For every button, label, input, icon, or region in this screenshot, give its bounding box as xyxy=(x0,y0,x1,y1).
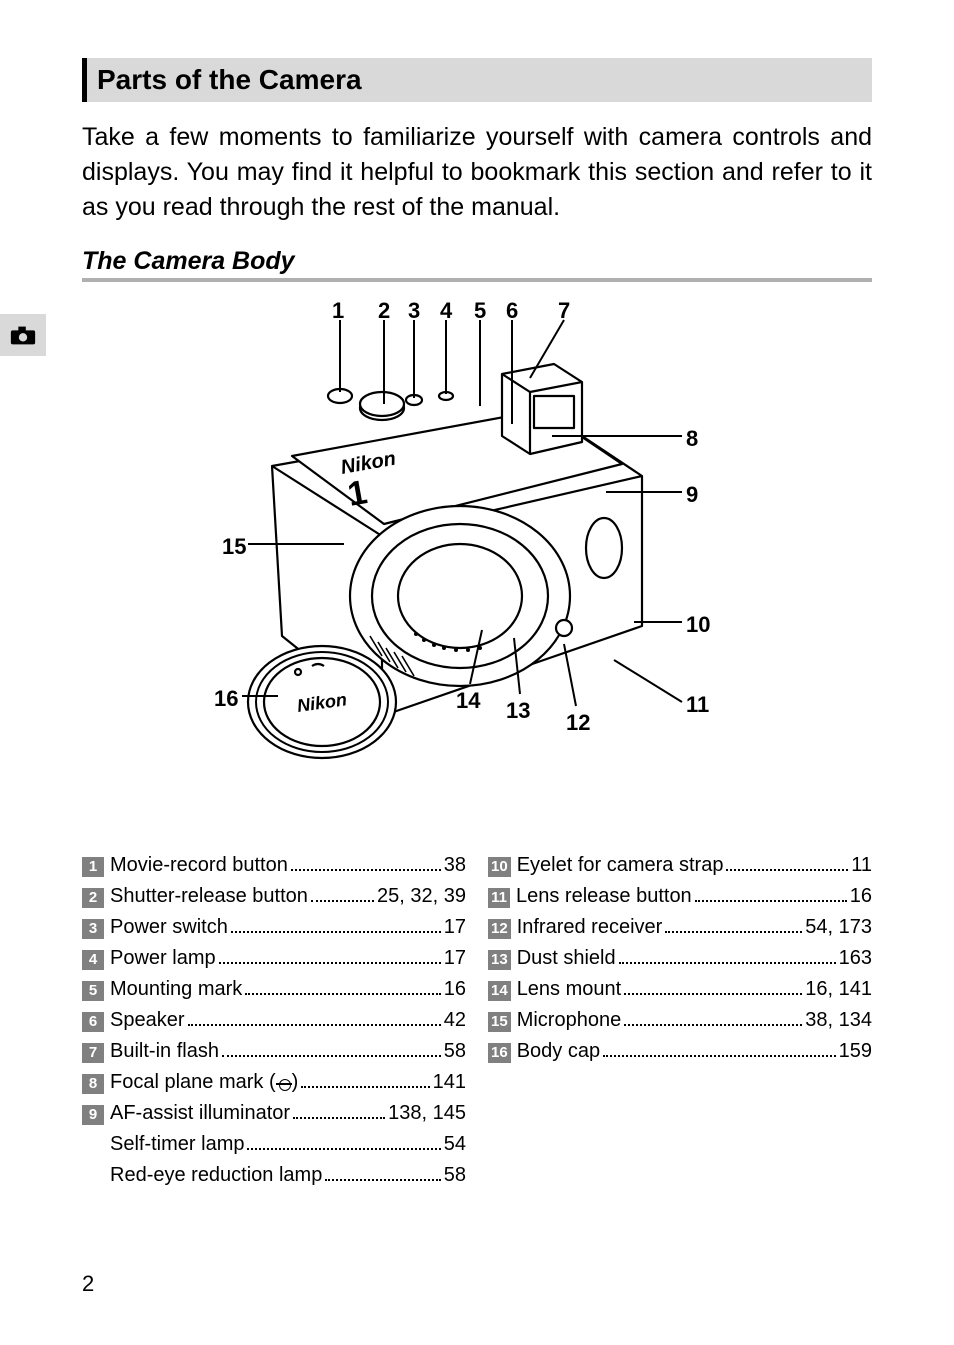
part-number-badge: 5 xyxy=(82,981,104,1001)
part-row: 5 Mounting mark 16 xyxy=(82,974,466,1005)
diagram-callout-12: 12 xyxy=(566,710,590,736)
part-row: 11 Lens release button 16 xyxy=(488,881,872,912)
part-number-badge: 13 xyxy=(488,950,511,970)
camera-diagram: Nikon 1 Nikon xyxy=(82,296,872,836)
diagram-callout-7: 7 xyxy=(558,298,570,324)
diagram-callout-9: 9 xyxy=(686,482,698,508)
diagram-callout-11: 11 xyxy=(686,692,709,718)
part-row: 3 Power switch 17 xyxy=(82,912,466,943)
part-page-ref: 42 xyxy=(444,1005,466,1036)
part-label: Infrared receiver xyxy=(517,912,663,943)
section-header: Parts of the Camera xyxy=(82,58,872,102)
part-page-ref: 159 xyxy=(839,1036,872,1067)
part-label: Focal plane mark ( xyxy=(110,1067,276,1098)
part-row: 8Focal plane mark ()141 xyxy=(82,1067,466,1098)
part-number-badge: 7 xyxy=(82,1043,104,1063)
part-page-ref: 16 xyxy=(850,881,872,912)
part-page-ref: 25, 32, 39 xyxy=(377,881,466,912)
part-row: 12 Infrared receiver 54, 173 xyxy=(488,912,872,943)
part-label: Microphone xyxy=(517,1005,622,1036)
diagram-callout-8: 8 xyxy=(686,426,698,452)
part-page-ref: 141 xyxy=(433,1067,466,1098)
parts-col-left: 1Movie-record button382Shutter-release b… xyxy=(82,850,466,1191)
part-row: 2 Shutter-release button 25, 32, 39 xyxy=(82,881,466,912)
part-row: 1 Movie-record button 38 xyxy=(82,850,466,881)
part-page-ref: 38, 134 xyxy=(805,1005,872,1036)
part-number-badge: 1 xyxy=(82,857,104,877)
diagram-callout-6: 6 xyxy=(506,298,518,324)
part-row: 13 Dust shield 163 xyxy=(488,943,872,974)
part-label: Power switch xyxy=(110,912,228,943)
part-page-ref: 11 xyxy=(851,850,872,881)
diagram-callout-15: 15 xyxy=(222,534,246,560)
part-row: 9 AF-assist illuminator 138, 145 xyxy=(82,1098,466,1129)
page: Parts of the Camera Take a few moments t… xyxy=(0,0,954,1345)
part-page-ref: 138, 145 xyxy=(388,1098,466,1129)
part-label: Body cap xyxy=(517,1036,600,1067)
diagram-callout-3: 3 xyxy=(408,298,420,324)
part-number-badge: 11 xyxy=(488,888,510,908)
part-number-badge: 8 xyxy=(82,1074,104,1094)
diagram-callout-10: 10 xyxy=(686,612,710,638)
part-number-badge: 16 xyxy=(488,1043,511,1063)
diagram-callout-1: 1 xyxy=(332,298,344,324)
part-row: 10 Eyelet for camera strap 11 xyxy=(488,850,872,881)
part-page-ref: 54 xyxy=(444,1129,466,1160)
diagram-callout-16: 16 xyxy=(214,686,238,712)
camera-tab-icon xyxy=(9,323,37,347)
diagram-callout-5: 5 xyxy=(474,298,486,324)
focal-plane-icon xyxy=(276,1076,292,1088)
subheading: The Camera Body xyxy=(82,247,872,282)
part-number-badge: 3 xyxy=(82,919,104,939)
part-number-badge: 14 xyxy=(488,981,511,1001)
part-label: Red-eye reduction lamp xyxy=(110,1160,322,1191)
part-number-badge: 6 xyxy=(82,1012,104,1032)
part-number-badge: 15 xyxy=(488,1012,511,1032)
parts-list: 1Movie-record button382Shutter-release b… xyxy=(82,850,872,1191)
part-number-badge: 4 xyxy=(82,950,104,970)
diagram-callout-2: 2 xyxy=(378,298,390,324)
part-number-badge: 12 xyxy=(488,919,511,939)
part-label: Power lamp xyxy=(110,943,216,974)
diagram-callout-4: 4 xyxy=(440,298,452,324)
part-row: 14 Lens mount 16, 141 xyxy=(488,974,872,1005)
part-page-ref: 54, 173 xyxy=(805,912,872,943)
part-page-ref: 163 xyxy=(839,943,872,974)
part-label: Speaker xyxy=(110,1005,185,1036)
parts-col-right: 10 Eyelet for camera strap 11 11 Lens releas… xyxy=(488,850,872,1191)
part-label: Eyelet for camera strap xyxy=(517,850,724,881)
part-row: Self-timer lamp 54 xyxy=(82,1129,466,1160)
part-row: 6 Speaker 42 xyxy=(82,1005,466,1036)
part-label: Mounting mark xyxy=(110,974,242,1005)
part-number-badge: 9 xyxy=(82,1105,104,1125)
part-label: Movie-record button xyxy=(110,850,288,881)
part-label: AF-assist illuminator xyxy=(110,1098,290,1129)
diagram-callout-14: 14 xyxy=(456,688,480,714)
part-label: Shutter-release button xyxy=(110,881,308,912)
part-row: 4 Power lamp 17 xyxy=(82,943,466,974)
diagram-callout-13: 13 xyxy=(506,698,530,724)
part-page-ref: 16, 141 xyxy=(805,974,872,1005)
intro-paragraph: Take a few moments to familiarize yourse… xyxy=(82,120,872,225)
side-tab xyxy=(0,314,46,356)
part-label: Self-timer lamp xyxy=(110,1129,244,1160)
part-row: 15 Microphone 38, 134 xyxy=(488,1005,872,1036)
part-row: Red-eye reduction lamp 58 xyxy=(82,1160,466,1191)
part-page-ref: 17 xyxy=(444,912,466,943)
part-label: Built-in flash xyxy=(110,1036,219,1067)
part-page-ref: 58 xyxy=(444,1036,466,1067)
part-label: Lens release button xyxy=(516,881,692,912)
part-page-ref: 16 xyxy=(444,974,466,1005)
part-row: 7 Built-in flash 58 xyxy=(82,1036,466,1067)
part-label: Lens mount xyxy=(517,974,622,1005)
part-page-ref: 58 xyxy=(444,1160,466,1191)
part-row: 16 Body cap 159 xyxy=(488,1036,872,1067)
part-page-ref: 17 xyxy=(444,943,466,974)
part-page-ref: 38 xyxy=(444,850,466,881)
page-number: 2 xyxy=(82,1271,94,1297)
part-number-badge: 2 xyxy=(82,888,104,908)
part-number-badge: 10 xyxy=(488,857,511,877)
part-label: Dust shield xyxy=(517,943,616,974)
